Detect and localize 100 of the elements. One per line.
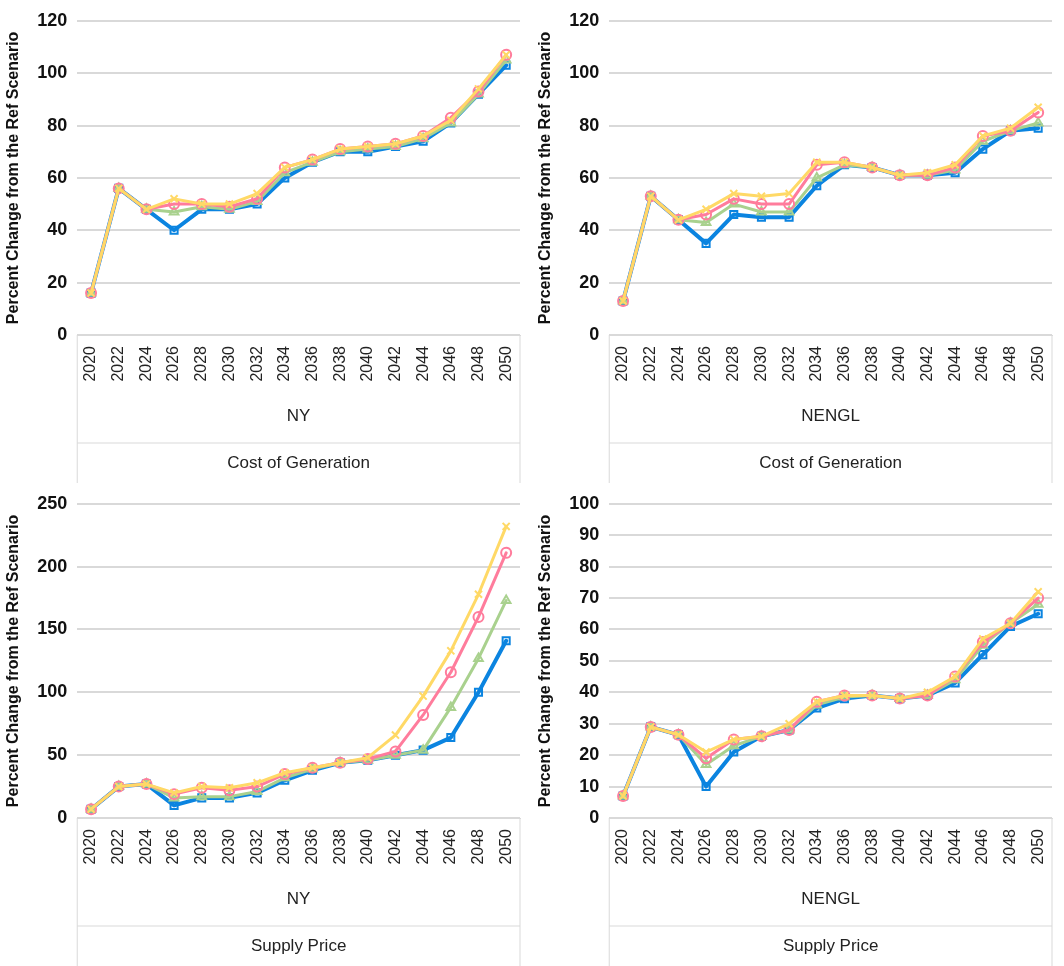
x-tick-label: 2038 <box>330 828 348 865</box>
x-tick-label: 2038 <box>330 345 348 382</box>
x-tick-label: 2036 <box>834 828 852 865</box>
x-tick-label: 2020 <box>613 828 631 865</box>
y-tick-label: 100 <box>37 62 68 83</box>
x-tick-label: 2020 <box>81 345 99 382</box>
x-tick-label: 2044 <box>413 828 431 865</box>
x-tick-label: 2042 <box>917 345 935 382</box>
y-axis-title: Percent Change from the Ref Scenario <box>536 514 554 808</box>
x-tick-label: 2022 <box>641 345 659 382</box>
x-tick-label: 2030 <box>219 345 237 382</box>
y-tick-label: 0 <box>57 323 68 344</box>
x-tick-label: 2020 <box>613 345 631 382</box>
x-tick-label: 2026 <box>696 828 714 865</box>
text: Cost of Generation <box>759 452 902 472</box>
x-tick-label: 2022 <box>109 828 127 865</box>
y-tick-label: 60 <box>579 618 600 639</box>
y-tick-label: 20 <box>579 271 600 292</box>
x-tick-label: 2034 <box>807 828 825 865</box>
x-tick-label: 2046 <box>441 345 459 382</box>
y-tick-label: 20 <box>579 744 600 765</box>
x-tick-label: 2026 <box>164 828 182 865</box>
y-tick-label: 60 <box>579 166 600 187</box>
y-tick-label: 30 <box>579 712 600 733</box>
x-tick-label: 2026 <box>164 345 182 382</box>
x-tick-label: 2028 <box>192 345 210 382</box>
x-tick-label: 2040 <box>358 345 376 382</box>
x-tick-label: 2048 <box>1000 828 1018 865</box>
x-tick-label: 2024 <box>136 828 154 865</box>
x-tick-label: 2034 <box>807 345 825 382</box>
x-tick-label: 2036 <box>302 345 320 382</box>
y-tick-label: 50 <box>47 744 68 765</box>
x-tick-label: 2048 <box>1000 345 1018 382</box>
x-tick-label: 2040 <box>890 345 908 382</box>
x-tick-label: 2030 <box>751 828 769 865</box>
x-tick-label: 2050 <box>1028 828 1046 865</box>
x-tick-label: 2030 <box>219 828 237 865</box>
x-tick-label: 2032 <box>779 828 797 865</box>
x-tick-label: 2020 <box>81 828 99 865</box>
y-tick-label: 80 <box>47 114 68 135</box>
y-tick-label: 80 <box>579 114 600 135</box>
x-tick-label: 2024 <box>136 345 154 382</box>
x-tick-label: 2032 <box>779 345 797 382</box>
x-tick-label: 2038 <box>862 345 880 382</box>
text: Supply Price <box>782 935 879 955</box>
x-tick-label: 2040 <box>358 828 376 865</box>
x-tick-label: 2022 <box>641 828 659 865</box>
y-tick-label: 0 <box>589 806 600 827</box>
y-axis-title: Percent Change from the Ref Scenario <box>536 31 554 325</box>
x-tick-label: 2028 <box>724 828 742 865</box>
x-tick-label: 2048 <box>468 345 486 382</box>
x-tick-label: 2032 <box>247 828 265 865</box>
x-axis-title: NENGL <box>801 889 860 909</box>
y-tick-label: 50 <box>579 649 600 670</box>
y-tick-label: 40 <box>579 681 600 702</box>
x-tick-label: 2028 <box>724 345 742 382</box>
x-tick-label: 2046 <box>441 828 459 865</box>
x-tick-label: 2024 <box>668 345 686 382</box>
x-tick-label: 2022 <box>109 345 127 382</box>
y-tick-label: 70 <box>579 587 600 608</box>
x-tick-label: 2036 <box>302 828 320 865</box>
x-tick-label: 2050 <box>496 828 514 865</box>
x-tick-label: 2048 <box>468 828 486 865</box>
x-axis-title: NY <box>286 889 311 909</box>
text: Cost of Generation <box>227 452 370 472</box>
x-tick-label: 2050 <box>1028 345 1046 382</box>
x-tick-label: 2050 <box>496 345 514 382</box>
y-tick-label: 60 <box>47 166 68 187</box>
x-tick-label: 2044 <box>413 345 431 382</box>
text: Supply Price <box>250 935 347 955</box>
y-tick-label: 200 <box>37 555 68 576</box>
x-tick-label: 2040 <box>890 828 908 865</box>
x-tick-label: 2042 <box>385 345 403 382</box>
y-tick-label: 0 <box>57 806 68 827</box>
x-tick-label: 2046 <box>973 345 991 382</box>
y-tick-label: 80 <box>579 555 600 576</box>
x-tick-label: 2042 <box>917 828 935 865</box>
y-tick-label: 40 <box>47 219 68 240</box>
x-tick-label: 2030 <box>751 345 769 382</box>
x-tick-label: 2044 <box>945 345 963 382</box>
y-tick-label: 100 <box>37 681 68 702</box>
y-tick-label: 100 <box>569 62 600 83</box>
y-tick-label: 120 <box>569 9 600 30</box>
x-axis-title: NY <box>286 406 311 426</box>
x-tick-label: 2044 <box>945 828 963 865</box>
x-tick-label: 2032 <box>247 345 265 382</box>
x-tick-label: 2038 <box>862 828 880 865</box>
y-tick-label: 20 <box>47 271 68 292</box>
y-tick-label: 120 <box>37 9 68 30</box>
x-axis-title: NENGL <box>801 406 860 426</box>
y-axis-title: Percent Change from the Ref Scenario <box>4 514 22 808</box>
x-tick-label: 2042 <box>385 828 403 865</box>
x-tick-label: 2036 <box>834 345 852 382</box>
x-tick-label: 2026 <box>696 345 714 382</box>
y-tick-label: 150 <box>37 618 68 639</box>
x-tick-label: 2034 <box>275 828 293 865</box>
y-tick-label: 40 <box>579 219 600 240</box>
y-tick-label: 10 <box>579 775 600 796</box>
y-tick-label: 0 <box>589 323 600 344</box>
x-tick-label: 2034 <box>275 345 293 382</box>
